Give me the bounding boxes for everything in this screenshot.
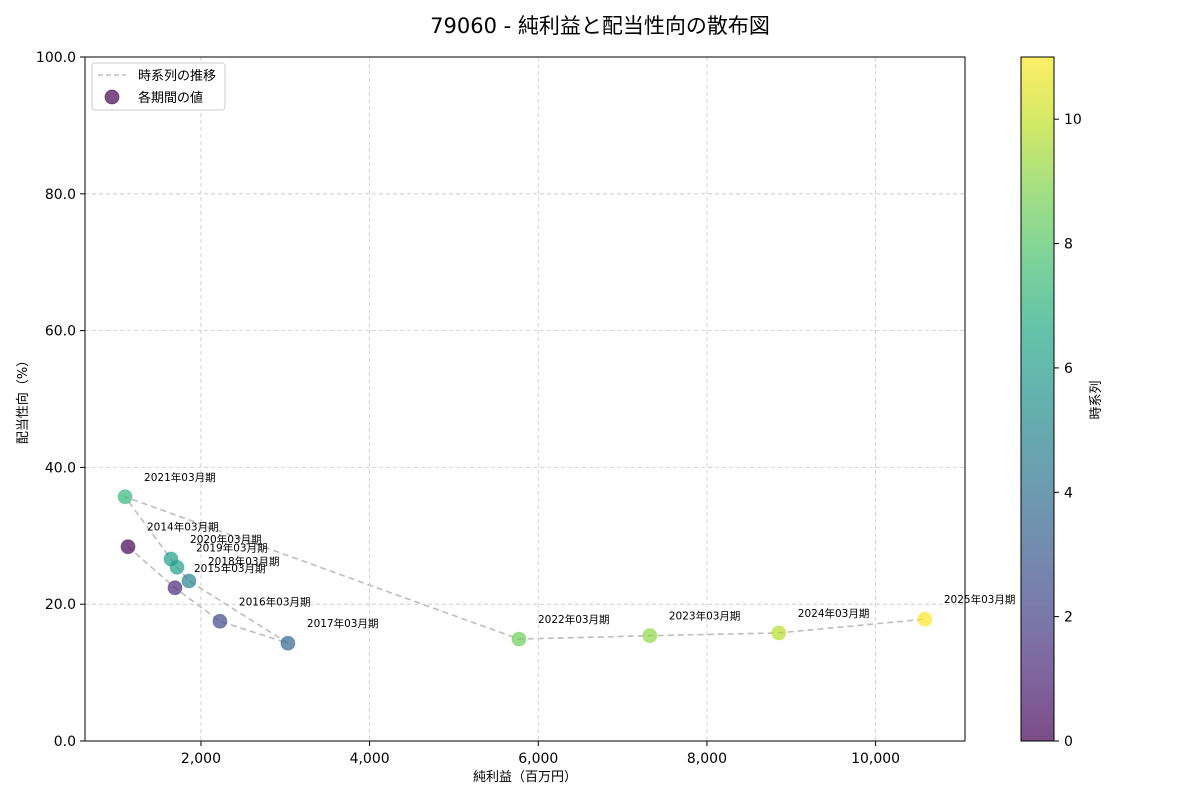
colorbar-tick-label: 6 — [1064, 361, 1073, 377]
colorbar-label: 時系列 — [1089, 380, 1104, 419]
legend-marker-icon — [104, 89, 120, 105]
y-tick-label: 20.0 — [45, 597, 76, 613]
point-label: 2022年03月期 — [538, 613, 610, 626]
point-label: 2025年03月期 — [944, 593, 1016, 606]
y-axis-label: 配当性向（%） — [15, 354, 31, 444]
point-label: 2018年03月期 — [208, 555, 280, 568]
data-point — [642, 628, 658, 644]
data-point — [280, 635, 296, 651]
x-tick-label: 10,000 — [851, 751, 900, 767]
data-point — [917, 611, 933, 627]
plot-frame — [84, 56, 966, 742]
colorbar-tick-label: 8 — [1064, 237, 1073, 253]
colorbar-ticks: 0 2 4 6 8 10 — [1054, 112, 1082, 750]
colorbar: 0 2 4 6 8 10 時系列 — [1020, 56, 1104, 750]
point-label: 2015年03月期 — [194, 562, 266, 575]
legend: 時系列の推移 各期間の値 — [91, 62, 226, 111]
x-tick-label: 8,000 — [687, 751, 727, 767]
data-point — [120, 539, 136, 555]
point-label: 2023年03月期 — [669, 610, 741, 623]
colorbar-tick-label: 0 — [1064, 734, 1073, 750]
y-tick-label: 80.0 — [45, 187, 76, 203]
x-tick-label: 6,000 — [518, 751, 558, 767]
data-point — [771, 625, 787, 641]
legend-label-values: 各期間の値 — [138, 90, 203, 106]
colorbar-gradient — [1021, 57, 1054, 741]
data-point — [212, 613, 228, 629]
point-label: 2019年03月期 — [196, 541, 268, 554]
x-axis-label: 純利益（百万円） — [473, 770, 577, 785]
colorbar-frame — [1020, 56, 1055, 742]
chart-title: 79060 - 純利益と配当性向の散布図 — [430, 14, 770, 38]
point-label: 2017年03月期 — [307, 617, 379, 630]
point-label: 2020年03月期 — [190, 533, 262, 546]
point-label: 2016年03月期 — [239, 595, 311, 608]
y-tick-label: 40.0 — [45, 460, 76, 476]
y-tick-label: 100.0 — [36, 50, 76, 66]
y-tick-label: 60.0 — [45, 324, 76, 340]
colorbar-tick-label: 10 — [1064, 112, 1082, 128]
point-label: 2021年03月期 — [144, 471, 216, 484]
data-point — [163, 551, 179, 567]
data-point — [511, 631, 527, 647]
y-tick-label: 0.0 — [54, 734, 76, 750]
x-tick-label: 4,000 — [350, 751, 390, 767]
data-point — [181, 573, 197, 589]
legend-label-trend: 時系列の推移 — [138, 69, 216, 84]
grid-lines — [85, 57, 965, 741]
data-point — [167, 580, 183, 596]
x-axis-ticks: 2,000 4,000 6,000 8,000 10,000 — [181, 741, 900, 767]
colorbar-tick-label: 4 — [1064, 485, 1073, 501]
point-label: 2014年03月期 — [147, 521, 219, 534]
time-series-line — [122, 495, 925, 644]
data-point — [117, 489, 133, 505]
x-tick-label: 2,000 — [181, 751, 221, 767]
colorbar-tick-label: 2 — [1064, 610, 1073, 626]
point-labels: 2014年03月期 2015年03月期 2016年03月期 2017年03月期 2018… — [144, 471, 1015, 630]
y-axis-ticks: 0.0 20.0 40.0 60.0 80.0 100.0 — [36, 50, 85, 750]
point-label: 2024年03月期 — [798, 607, 870, 620]
data-points — [117, 489, 933, 651]
